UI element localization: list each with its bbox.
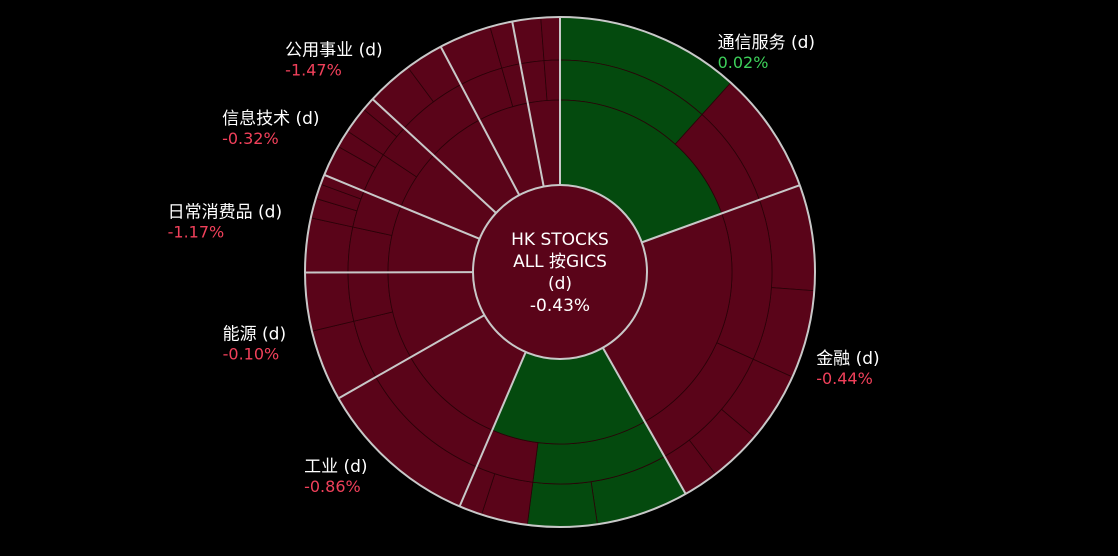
sector-change-label: -1.17% — [168, 223, 225, 242]
subindustry-arc[interactable] — [305, 272, 354, 331]
sector-name-label: 公用事业 (d) — [285, 40, 382, 60]
sector-change-label: -0.86% — [304, 477, 361, 496]
sector-change-label: -0.44% — [816, 369, 873, 388]
sector-change-label: 0.02% — [718, 53, 769, 72]
subindustry-arc[interactable] — [527, 482, 597, 527]
subindustry-arc[interactable] — [305, 218, 353, 273]
center-circle[interactable] — [473, 185, 647, 359]
subindustry-arc[interactable] — [541, 17, 560, 61]
industry-arc[interactable] — [544, 60, 560, 100]
center-title-line: (d) — [548, 274, 572, 294]
sector-name-label: 日常消费品 (d) — [168, 203, 282, 223]
center-title-line: ALL 按GICS — [513, 252, 607, 272]
center-change: -0.43% — [530, 296, 590, 316]
sector-name-label: 工业 (d) — [304, 457, 367, 477]
industry-arc[interactable] — [348, 272, 393, 321]
sector-change-label: -0.10% — [223, 345, 280, 364]
sector-name-label: 通信服务 (d) — [718, 33, 815, 53]
sector-change-label: -0.32% — [222, 129, 279, 148]
center-title-line: HK STOCKS — [511, 230, 609, 250]
sector-name-label: 能源 (d) — [223, 325, 286, 345]
sector-change-label: -1.47% — [285, 60, 342, 79]
sector-name-label: 金融 (d) — [816, 349, 879, 369]
sector-name-label: 信息技术 (d) — [222, 109, 319, 129]
